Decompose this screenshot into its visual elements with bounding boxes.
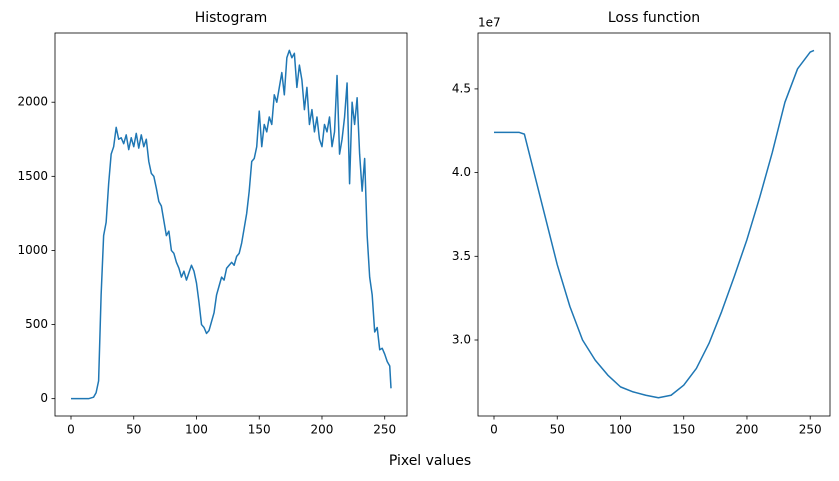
data-line — [71, 49, 392, 400]
x-tick-label: 250 — [373, 423, 396, 437]
x-tick-label: 150 — [248, 423, 271, 437]
chart-title: Histogram — [195, 10, 268, 26]
y-tick-label: 1000 — [17, 243, 48, 257]
x-tick-label: 100 — [185, 423, 208, 437]
y-tick-label: 0 — [40, 391, 48, 405]
y-tick-label: 1500 — [17, 169, 48, 183]
x-tick-label: 50 — [550, 423, 565, 437]
y-tick-label: 500 — [25, 317, 48, 331]
x-tick-label: 0 — [67, 423, 75, 437]
x-tick-label: 100 — [609, 423, 632, 437]
x-tick-label: 250 — [799, 423, 822, 437]
data-line — [494, 49, 815, 399]
axes-frame — [477, 32, 831, 417]
axes-frame — [54, 32, 408, 417]
y-tick-label: 2000 — [17, 95, 48, 109]
x-tick-label: 0 — [490, 423, 498, 437]
y-tick-label: 3.5 — [452, 249, 471, 263]
y-tick-label: 4.0 — [452, 165, 471, 179]
x-tick-label: 200 — [736, 423, 759, 437]
x-tick-label: 150 — [672, 423, 695, 437]
y-tick-label: 4.5 — [452, 81, 471, 95]
x-tick-label: 50 — [126, 423, 141, 437]
x-tick-label: 200 — [311, 423, 334, 437]
chart-title: Loss function — [608, 10, 700, 26]
y-offset-label: 1e7 — [478, 16, 501, 30]
y-tick-label: 3.0 — [452, 333, 471, 347]
x-axis-label: Pixel values — [389, 453, 471, 469]
